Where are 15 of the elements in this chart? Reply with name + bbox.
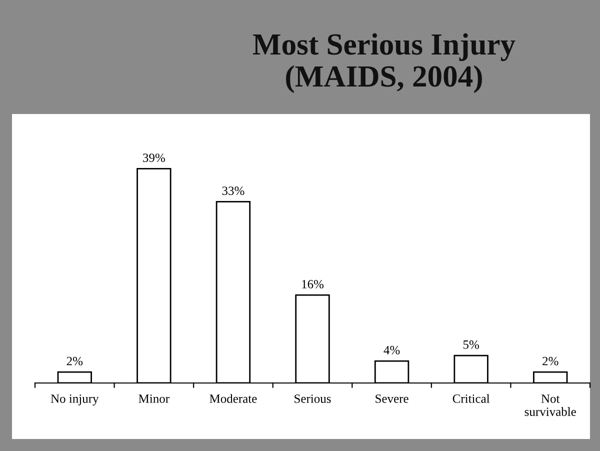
data-label: 2% bbox=[66, 356, 83, 366]
x-tick-label: Serious bbox=[294, 394, 331, 403]
x-tick-label: No injury bbox=[50, 394, 99, 406]
x-tick-label: Moderate bbox=[210, 394, 257, 403]
x-tick-label: Not survivable bbox=[524, 394, 576, 416]
data-label: 16% bbox=[302, 280, 324, 288]
data-label: 39% bbox=[143, 154, 165, 162]
data-label: 5% bbox=[463, 340, 479, 349]
data-label: 4% bbox=[384, 346, 400, 354]
x-tick-label: Minor bbox=[138, 394, 170, 403]
data-label: 33% bbox=[222, 186, 244, 196]
x-tick-label: Critical bbox=[452, 394, 490, 403]
x-tick-label: Severe bbox=[376, 394, 408, 403]
chart-title: Most Serious Injury (MAIDS, 2004) bbox=[252, 33, 516, 94]
data-label: 2% bbox=[542, 356, 558, 366]
